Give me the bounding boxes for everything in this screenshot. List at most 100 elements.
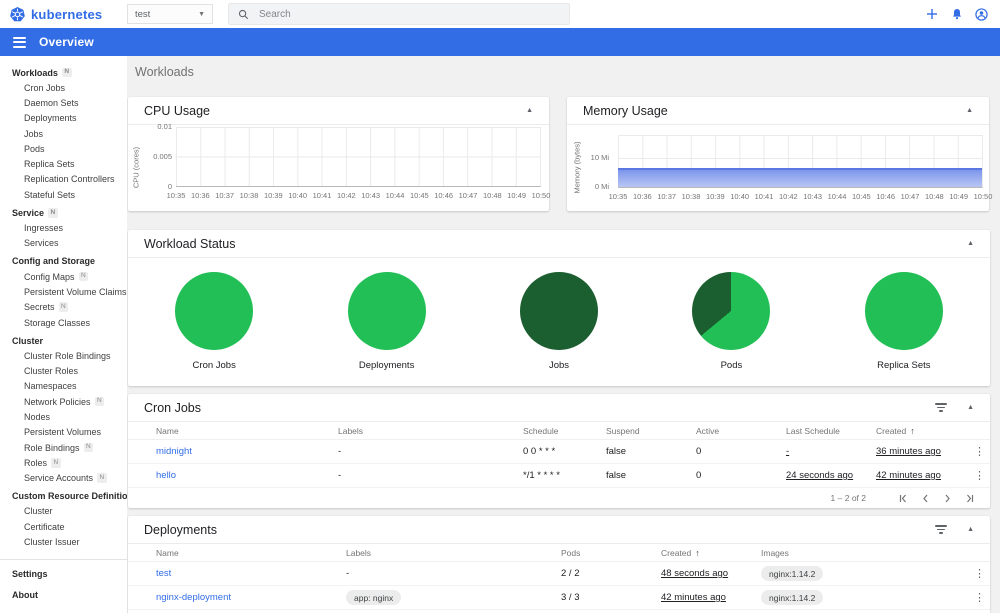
column-header-active[interactable]: Active: [696, 425, 720, 436]
cron-jobs-table-header: Name Labels Schedule Suspend Active Last…: [128, 422, 990, 440]
sidebar-item-jobs[interactable]: Jobs: [0, 126, 127, 141]
x-tick: 10:39: [263, 191, 283, 200]
notifications-bell-icon[interactable]: [944, 0, 969, 28]
last-schedule-cell: -: [786, 446, 790, 457]
deployment-name-link[interactable]: nginx-deployment: [156, 592, 231, 603]
sidebar-item-roles[interactable]: Roles N: [0, 455, 127, 470]
column-header-images[interactable]: Images: [761, 547, 789, 558]
column-header-name[interactable]: Name: [156, 547, 179, 558]
x-tick: 10:35: [166, 191, 186, 200]
deployment-name-link[interactable]: test: [156, 568, 172, 579]
x-tick: 10:44: [827, 192, 847, 201]
workload-pie-jobs: Jobs: [473, 272, 645, 371]
cronjob-name-link[interactable]: hello: [156, 470, 177, 481]
sidebar-section-config-and-storage[interactable]: Config and Storage: [0, 254, 127, 269]
sidebar-item-cluster[interactable]: Cluster: [0, 504, 127, 519]
labels-text: -: [346, 568, 350, 579]
column-header-labels[interactable]: Labels: [346, 547, 372, 558]
column-header-created[interactable]: Created ↑: [661, 547, 700, 558]
first-page-icon[interactable]: [892, 489, 914, 507]
pie-chart: [175, 272, 254, 350]
column-header-pods[interactable]: Pods: [561, 547, 581, 558]
sidebar-section-cluster[interactable]: Cluster: [0, 333, 127, 348]
next-page-icon[interactable]: [936, 489, 958, 507]
x-tick: 10:42: [778, 192, 798, 201]
sidebar-item-persistent-volume-claims[interactable]: Persistent Volume ClaimsN: [0, 284, 127, 299]
item-label: Services: [24, 238, 59, 249]
account-user-icon[interactable]: [969, 0, 994, 28]
page-context-title: Overview: [39, 35, 94, 49]
sidebar-item-deployments[interactable]: Deployments: [0, 111, 127, 126]
sidebar-item-config-maps[interactable]: Config Maps N: [0, 269, 127, 284]
sidebar-item-replica-sets[interactable]: Replica Sets: [0, 156, 127, 171]
item-label: Stateful Sets: [24, 189, 76, 200]
sidebar-item-cluster-issuer[interactable]: Cluster Issuer: [0, 534, 127, 549]
filter-icon[interactable]: [934, 401, 947, 414]
sidebar-item-settings[interactable]: Settings: [12, 569, 48, 580]
column-header-created[interactable]: Created ↑: [876, 425, 915, 436]
last-page-icon[interactable]: [958, 489, 980, 507]
column-header-labels[interactable]: Labels: [338, 425, 364, 436]
images-cell: nginx:1.14.2: [761, 590, 969, 605]
prev-page-icon[interactable]: [914, 489, 936, 507]
cron-jobs-pagination: 1 – 2 of 2: [128, 488, 990, 508]
column-header-name[interactable]: Name: [156, 425, 179, 436]
x-tick: 10:37: [657, 192, 677, 201]
filter-icon[interactable]: [934, 523, 947, 536]
row-menu-kebab-icon[interactable]: ⋮: [974, 446, 985, 458]
x-tick: 10:48: [482, 191, 502, 200]
column-header-last-schedule[interactable]: Last Schedule: [786, 425, 840, 436]
row-menu-kebab-icon[interactable]: ⋮: [974, 592, 985, 604]
cron-jobs-title: Cron Jobs: [144, 400, 201, 415]
sidebar-section-custom-resource-definitions[interactable]: Custom Resource Definitions: [0, 489, 127, 504]
sidebar-item-cluster-roles[interactable]: Cluster Roles: [0, 363, 127, 378]
sidebar-item-persistent-volumes[interactable]: Persistent Volumes: [0, 425, 127, 440]
sidebar-item-cron-jobs[interactable]: Cron Jobs: [0, 80, 127, 95]
sidebar-item-namespaces[interactable]: Namespaces: [0, 379, 127, 394]
namespace-value: test: [135, 8, 151, 20]
create-plus-icon[interactable]: [919, 0, 944, 28]
sidebar-item-stateful-sets[interactable]: Stateful Sets: [0, 187, 127, 202]
pagination-range: 1 – 2 of 2: [830, 493, 866, 503]
search-bar[interactable]: [228, 3, 570, 25]
x-tick: 10:42: [336, 191, 356, 200]
cronjob-name-link[interactable]: midnight: [156, 446, 192, 457]
collapse-caret-icon[interactable]: ▲: [966, 107, 973, 114]
x-tick: 10:40: [288, 191, 308, 200]
suspend-cell: false: [606, 470, 627, 481]
sidebar-item-service-accounts[interactable]: Service Accounts N: [0, 471, 127, 486]
row-menu-kebab-icon[interactable]: ⋮: [974, 470, 985, 482]
chevron-down-icon: ▼: [198, 10, 205, 18]
sidebar-item-services[interactable]: Services: [0, 236, 127, 251]
sidebar-item-nodes[interactable]: Nodes: [0, 409, 127, 424]
collapse-caret-icon[interactable]: ▲: [526, 107, 533, 114]
row-menu-kebab-icon[interactable]: ⋮: [974, 568, 985, 580]
sidebar-item-pods[interactable]: Pods: [0, 141, 127, 156]
sidebar-item-secrets[interactable]: Secrets N: [0, 300, 127, 315]
x-tick: 10:41: [754, 192, 774, 201]
sidebar-item-certificate[interactable]: Certificate: [0, 519, 127, 534]
x-tick: 10:48: [924, 192, 944, 201]
sidebar-item-replication-controllers[interactable]: Replication Controllers: [0, 172, 127, 187]
sidebar-item-role-bindings[interactable]: Role Bindings N: [0, 440, 127, 455]
collapse-caret-icon[interactable]: ▲: [967, 240, 974, 247]
column-header-schedule[interactable]: Schedule: [523, 425, 559, 436]
sidebar-item-network-policies[interactable]: Network Policies N: [0, 394, 127, 409]
sidebar-item-about[interactable]: About: [12, 590, 38, 601]
column-header-suspend[interactable]: Suspend: [606, 425, 640, 436]
sidebar-section-workloads[interactable]: Workloads N: [0, 65, 127, 80]
collapse-caret-icon[interactable]: ▲: [967, 526, 974, 533]
sidebar-item-ingresses[interactable]: Ingresses: [0, 220, 127, 235]
sidebar-item-cluster-role-bindings[interactable]: Cluster Role Bindings: [0, 348, 127, 363]
sidebar-item-daemon-sets[interactable]: Daemon Sets: [0, 95, 127, 110]
menu-hamburger-icon[interactable]: [13, 34, 26, 50]
namespace-selector[interactable]: test ▼: [127, 4, 213, 24]
sidebar-item-storage-classes[interactable]: Storage Classes: [0, 315, 127, 330]
sidebar-section-service[interactable]: Service N: [0, 205, 127, 220]
search-input[interactable]: [259, 8, 509, 20]
sidebar-divider: [0, 558, 127, 560]
app-bar: Overview: [0, 28, 1000, 56]
item-label: Cluster Issuer: [24, 537, 80, 548]
collapse-caret-icon[interactable]: ▲: [967, 404, 974, 411]
schedule-cell: 0 0 * * *: [523, 446, 556, 457]
